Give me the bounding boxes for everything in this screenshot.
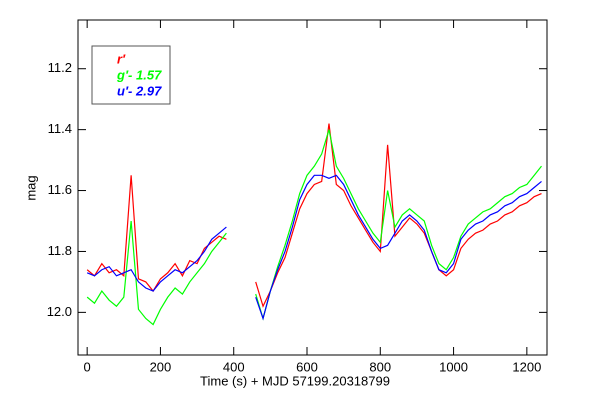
series-line [86,123,542,308]
legend-label: u′- 2.97 [117,83,162,98]
x-tick-label: 200 [150,359,172,374]
y-tick-label: 11.6 [48,182,72,197]
x-axis-label: Time (s) + MJD 57199.20318799 [200,373,390,388]
x-tick-label: 400 [223,359,245,374]
y-axis-label: mag [23,175,38,200]
legend-label: g′- 1.57 [116,67,162,82]
y-tick-label: 11.2 [48,60,72,75]
y-tick-label: 11.4 [48,121,72,136]
legend-box [91,45,171,105]
x-tick-label: 1200 [512,359,541,374]
x-tick-label: 600 [296,359,318,374]
x-tick-label: 0 [84,359,91,374]
y-tick-label: 12.0 [47,304,72,319]
x-tick-label: 800 [369,359,391,374]
series-line [86,174,542,321]
series-line [86,129,542,326]
legend-label: r′ [117,51,126,66]
plot-frame [77,19,548,356]
x-tick-label: 1000 [439,359,468,374]
y-tick-label: 11.8 [48,243,72,258]
